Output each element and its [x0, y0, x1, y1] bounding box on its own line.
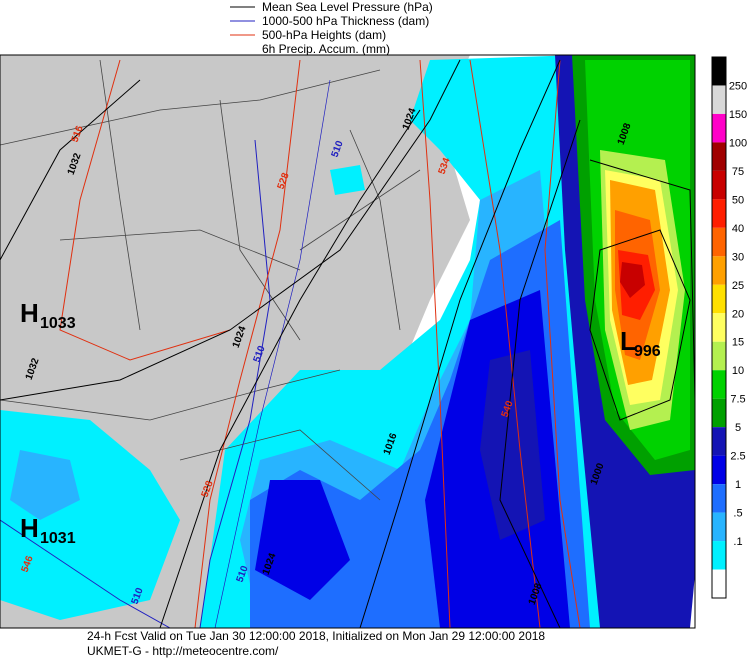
colorbar-cell: [712, 541, 726, 570]
colorbar-cell: [712, 398, 726, 428]
pressure-center-letter: H: [20, 513, 39, 543]
colorbar-cell: [712, 341, 726, 371]
colorbar-label: 7.5: [730, 394, 745, 406]
colorbar-label: .5: [733, 508, 742, 520]
colorbar-label: 5: [735, 422, 741, 434]
colorbar-cell: [712, 227, 726, 257]
colorbar-label: 1: [735, 479, 741, 491]
colorbar-label: 20: [732, 308, 744, 320]
colorbar-cell: [712, 256, 726, 285]
legend-text: 1000-500 hPa Thickness (dam): [262, 14, 429, 28]
legend-text: 6h Precip. Accum. (mm): [262, 42, 390, 56]
legend-text: Mean Sea Level Pressure (hPa): [262, 0, 433, 14]
footer-text: 24-h Fcst Valid on Tue Jan 30 12:00:00 2…: [87, 629, 545, 643]
pressure-center-value: 996: [634, 343, 661, 360]
colorbar-label: 30: [732, 251, 744, 263]
colorbar-cell: [712, 85, 726, 114]
map-frame: [0, 54, 696, 629]
colorbar-label: 50: [732, 194, 744, 206]
colorbar-cell: [712, 484, 726, 513]
colorbar-label: 2.5: [730, 451, 745, 463]
colorbar-label: 100: [729, 137, 747, 149]
colorbar-cell: [712, 455, 726, 485]
colorbar-cell: [712, 57, 726, 86]
colorbar-cell: [712, 427, 726, 456]
pressure-center-letter: H: [20, 298, 39, 328]
footer: 24-h Fcst Valid on Tue Jan 30 12:00:00 2…: [87, 629, 545, 658]
pressure-center-value: 1031: [40, 530, 76, 547]
colorbar-cell: [712, 142, 726, 171]
colorbar-label: 40: [732, 223, 744, 235]
legend-text: 500-hPa Heights (dam): [262, 28, 386, 42]
colorbar-label: 10: [732, 365, 744, 377]
colorbar-cell: [712, 569, 726, 598]
colorbar-cell: [712, 370, 726, 399]
colorbar-label: .1: [733, 536, 742, 548]
colorbar-label: 250: [729, 80, 747, 92]
colorbar-cell: [712, 313, 726, 342]
pressure-center-value: 1033: [40, 315, 76, 332]
colorbar: 250 150 100 75 50 40 30 25 20 15 10 7.5 5 2.5 1 .5 .1: [711, 56, 747, 599]
colorbar-label: 15: [732, 337, 744, 349]
footer-text: UKMET-G - http://meteocentre.com/: [87, 644, 279, 658]
pressure-center-letter: L: [620, 326, 636, 356]
map: [0, 55, 695, 628]
colorbar-frame: [711, 56, 727, 599]
colorbar-cell: [712, 284, 726, 314]
colorbar-label: 25: [732, 280, 744, 292]
legend: Mean Sea Level Pressure (hPa)1000-500 hP…: [230, 0, 433, 56]
colorbar-cell: [712, 113, 726, 143]
colorbar-cell: [712, 170, 726, 200]
colorbar-cell: [712, 512, 726, 542]
colorbar-label: 75: [732, 166, 744, 178]
colorbar-label: 150: [729, 109, 747, 121]
colorbar-cell: [712, 199, 726, 228]
